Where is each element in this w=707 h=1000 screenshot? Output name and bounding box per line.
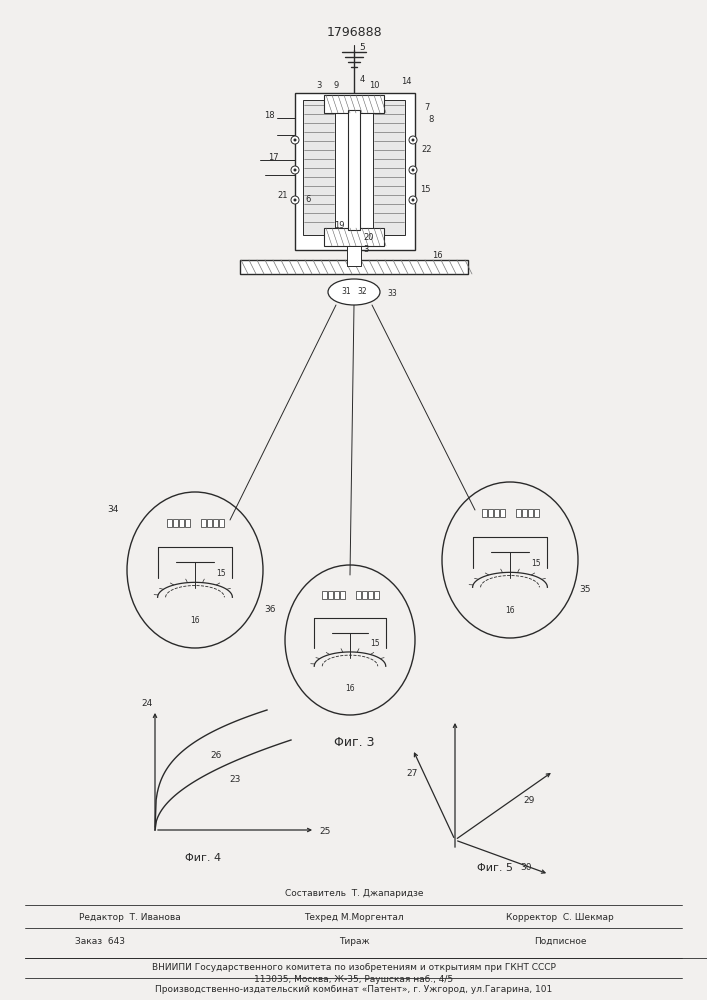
Text: 15: 15: [216, 569, 226, 578]
Text: 19: 19: [334, 221, 344, 230]
Bar: [339, 591, 344, 599]
Text: 35: 35: [579, 585, 591, 594]
Bar: [488, 509, 493, 517]
Bar: [515, 509, 520, 517]
Text: Корректор  С. Шекмар: Корректор С. Шекмар: [506, 912, 614, 922]
Bar: [213, 519, 218, 527]
Text: Φиг. 5: Φиг. 5: [477, 863, 513, 873]
Bar: [356, 591, 361, 599]
Text: 4: 4: [359, 76, 365, 85]
Text: 3: 3: [316, 82, 322, 91]
Text: 8: 8: [428, 115, 433, 124]
Bar: [173, 519, 177, 527]
Circle shape: [409, 196, 417, 204]
Bar: [373, 591, 378, 599]
Text: 31: 31: [341, 288, 351, 296]
Text: 5: 5: [359, 43, 365, 52]
Text: 3: 3: [363, 245, 368, 254]
Ellipse shape: [285, 565, 415, 715]
Text: Φиг. 4: Φиг. 4: [185, 853, 221, 863]
Text: 9: 9: [334, 82, 339, 91]
Text: ВНИИПИ Государственного комитета по изобретениям и открытиям при ГКНТ СССР: ВНИИПИ Государственного комитета по изоб…: [152, 964, 556, 972]
Text: Тираж: Тираж: [339, 936, 369, 946]
Text: 21: 21: [278, 190, 288, 200]
Text: 17: 17: [268, 153, 279, 162]
Bar: [522, 509, 527, 517]
Text: 15: 15: [420, 186, 431, 194]
Bar: [167, 519, 172, 527]
Bar: [347, 246, 361, 266]
Bar: [361, 591, 366, 599]
Ellipse shape: [328, 279, 380, 305]
Circle shape: [411, 168, 414, 172]
Text: Φиг. 3: Φиг. 3: [334, 736, 374, 748]
Text: 16: 16: [190, 616, 200, 625]
Text: 7: 7: [424, 104, 430, 112]
Text: 16: 16: [506, 606, 515, 615]
Text: 23: 23: [229, 775, 240, 784]
Circle shape: [411, 138, 414, 141]
Text: 113035, Москва, Ж-35, Раушская наб., 4/5: 113035, Москва, Ж-35, Раушская наб., 4/5: [255, 976, 454, 984]
Text: Составитель  Т. Джапаридзе: Составитель Т. Джапаридзе: [285, 888, 423, 898]
Circle shape: [409, 166, 417, 174]
Text: 15: 15: [370, 639, 380, 648]
Bar: [218, 519, 223, 527]
Text: 26: 26: [210, 751, 221, 760]
Circle shape: [409, 136, 417, 144]
Text: 25: 25: [320, 828, 331, 836]
Text: 15: 15: [532, 559, 541, 568]
Circle shape: [291, 196, 299, 204]
Text: 1796888: 1796888: [326, 25, 382, 38]
Circle shape: [293, 138, 296, 141]
Text: 33: 33: [387, 290, 397, 298]
Text: 34: 34: [107, 506, 119, 514]
Circle shape: [291, 136, 299, 144]
Text: Подписное: Подписное: [534, 936, 586, 946]
Circle shape: [291, 166, 299, 174]
Text: Техред М.Моргентал: Техред М.Моргентал: [304, 912, 404, 922]
Text: 18: 18: [264, 111, 274, 120]
Text: Производственно-издательский комбинат «Патент», г. Ужгород, ул.Гагарина, 101: Производственно-издательский комбинат «П…: [156, 986, 553, 994]
Text: 29: 29: [523, 796, 534, 805]
Bar: [322, 591, 327, 599]
Text: 6: 6: [305, 196, 310, 205]
Text: 36: 36: [264, 605, 276, 614]
Text: 10: 10: [369, 82, 379, 91]
Bar: [527, 509, 532, 517]
Bar: [327, 591, 332, 599]
Bar: [201, 519, 206, 527]
Circle shape: [293, 198, 296, 202]
Bar: [324, 228, 384, 246]
Bar: [295, 93, 415, 250]
Bar: [185, 519, 189, 527]
Bar: [373, 100, 405, 235]
Text: 16: 16: [432, 250, 443, 259]
Bar: [303, 100, 335, 235]
Text: 32: 32: [357, 288, 367, 296]
Bar: [240, 260, 468, 274]
Ellipse shape: [442, 482, 578, 638]
Text: Редактор  Т. Иванова: Редактор Т. Иванова: [79, 912, 181, 922]
Text: 22: 22: [422, 145, 432, 154]
Bar: [348, 110, 360, 230]
Bar: [334, 591, 339, 599]
Bar: [500, 509, 505, 517]
Circle shape: [293, 168, 296, 172]
Bar: [368, 591, 373, 599]
Bar: [206, 519, 211, 527]
Text: Заказ  643: Заказ 643: [75, 936, 125, 946]
Text: 16: 16: [345, 684, 355, 693]
Bar: [178, 519, 184, 527]
Text: 30: 30: [520, 863, 532, 872]
Text: 27: 27: [407, 769, 419, 778]
Bar: [481, 509, 486, 517]
Circle shape: [411, 198, 414, 202]
Bar: [534, 509, 539, 517]
Ellipse shape: [127, 492, 263, 648]
Text: 14: 14: [401, 78, 411, 87]
Bar: [324, 95, 384, 113]
Bar: [493, 509, 498, 517]
Text: 20: 20: [363, 233, 374, 242]
Text: 24: 24: [141, 700, 153, 708]
